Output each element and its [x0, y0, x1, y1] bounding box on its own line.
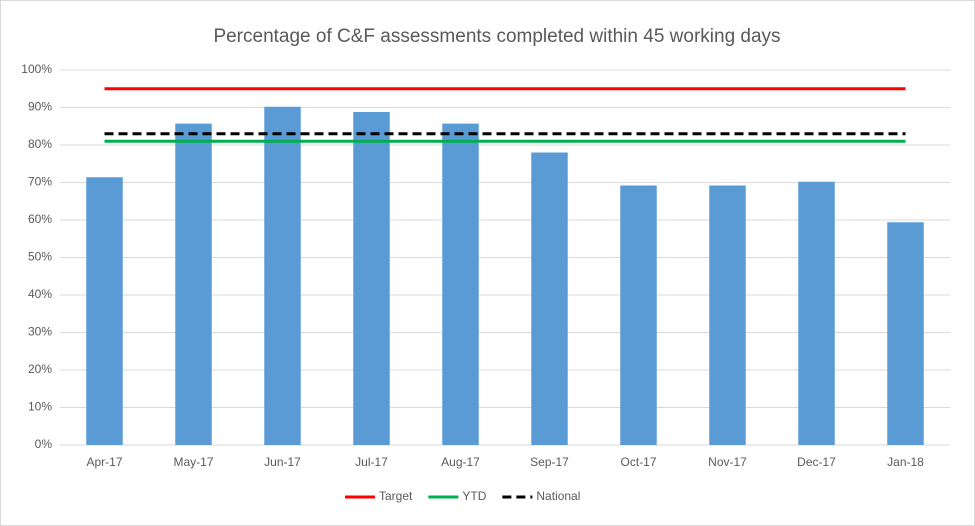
legend-label: National [536, 489, 580, 503]
y-tick-label: 70% [28, 175, 52, 189]
y-tick-label: 0% [35, 437, 53, 451]
bar [709, 185, 746, 445]
x-tick-label: Nov-17 [708, 455, 747, 469]
y-tick-label: 30% [28, 325, 52, 339]
bar [620, 185, 657, 445]
y-tick-label: 90% [28, 100, 52, 114]
x-tick-label: Apr-17 [86, 455, 122, 469]
x-tick-label: Jan-18 [887, 455, 924, 469]
x-tick-label: Dec-17 [797, 455, 836, 469]
x-tick-label: Sep-17 [530, 455, 569, 469]
x-tick-label: Oct-17 [620, 455, 656, 469]
chart-title: Percentage of C&F assessments completed … [213, 26, 780, 47]
y-tick-label: 60% [28, 212, 52, 226]
bar [86, 177, 123, 445]
y-tick-label: 10% [28, 400, 52, 414]
y-tick-label: 80% [28, 137, 52, 151]
x-tick-label: Aug-17 [441, 455, 480, 469]
bar [264, 106, 301, 445]
bar [442, 123, 479, 445]
bar [175, 123, 212, 445]
bar [353, 112, 390, 445]
x-tick-label: May-17 [173, 455, 213, 469]
bar [531, 152, 568, 445]
x-tick-label: Jun-17 [264, 455, 301, 469]
legend-label: Target [379, 489, 413, 503]
x-tick-label: Jul-17 [355, 455, 388, 469]
y-tick-label: 100% [21, 62, 52, 76]
bar [887, 222, 924, 445]
bar [798, 181, 835, 445]
y-tick-label: 20% [28, 362, 52, 376]
y-tick-label: 50% [28, 250, 52, 264]
legend-label: YTD [462, 489, 486, 503]
y-tick-label: 40% [28, 287, 52, 301]
